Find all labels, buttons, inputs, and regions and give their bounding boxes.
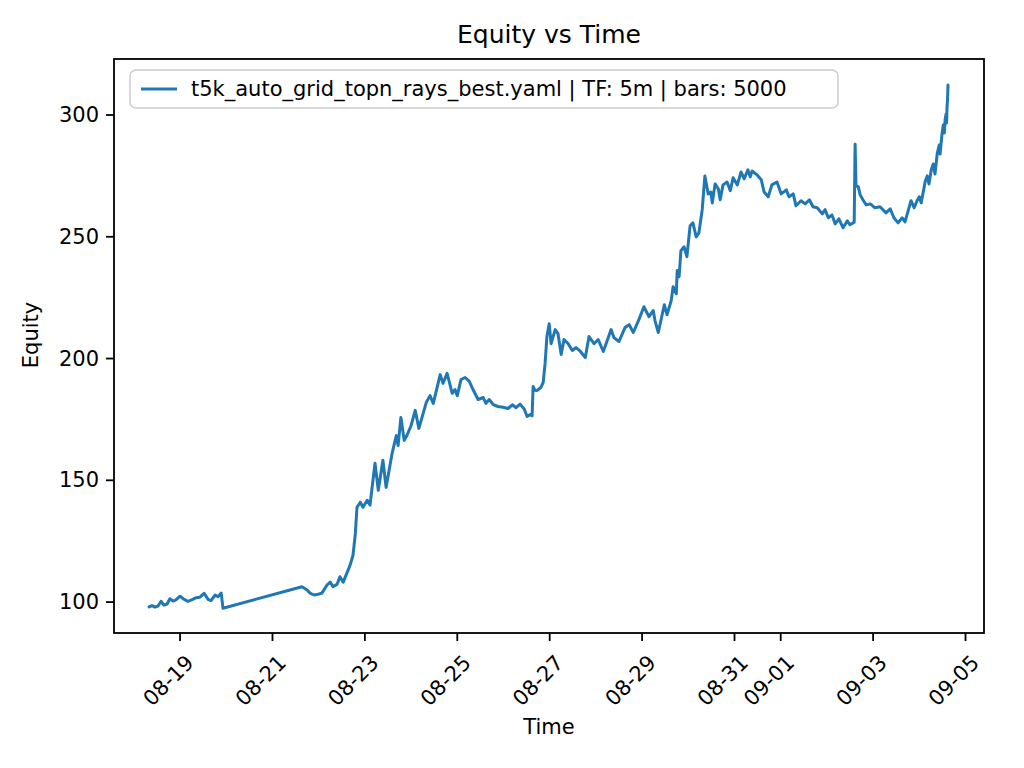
legend: t5k_auto_grid_topn_rays_best.yaml | TF: …	[130, 70, 838, 108]
x-tick-label: 08-31	[693, 651, 753, 711]
x-tick-label: 08-27	[508, 651, 568, 711]
equity-chart: Equity vs Time 100 150 200 250 300 08-19 08-2…	[0, 0, 1024, 768]
x-axis-ticks: 08-19 08-21 08-23 08-25 08-27 08-29 08-3109-01…	[138, 633, 984, 711]
x-tick-label: 08-21	[231, 651, 291, 711]
y-tick-label: 200	[59, 347, 99, 371]
y-tick-label: 300	[59, 103, 99, 127]
equity-line-series	[149, 85, 948, 608]
x-tick-label: 09-03	[832, 651, 892, 711]
x-tick-label: 08-29	[601, 651, 661, 711]
x-tick-label: 08-25	[416, 651, 476, 711]
x-tick-label: 08-19	[138, 651, 198, 711]
y-axis-ticks: 100 150 200 250 300	[59, 103, 114, 614]
x-tick-label: 09-05	[924, 651, 984, 711]
plot-border	[114, 59, 984, 633]
y-tick-label: 150	[59, 468, 99, 492]
chart-title: Equity vs Time	[457, 20, 641, 49]
x-tick-label: 09-01	[739, 651, 799, 711]
legend-entry-label: t5k_auto_grid_topn_rays_best.yaml | TF: …	[191, 77, 787, 102]
y-tick-label: 100	[59, 590, 99, 614]
x-tick-label: 08-23	[323, 651, 383, 711]
x-axis-label: Time	[522, 715, 574, 739]
y-tick-label: 250	[59, 225, 99, 249]
y-axis-label: Equity	[19, 302, 43, 368]
figure: Equity vs Time 100 150 200 250 300 08-19 08-2…	[0, 0, 1024, 768]
